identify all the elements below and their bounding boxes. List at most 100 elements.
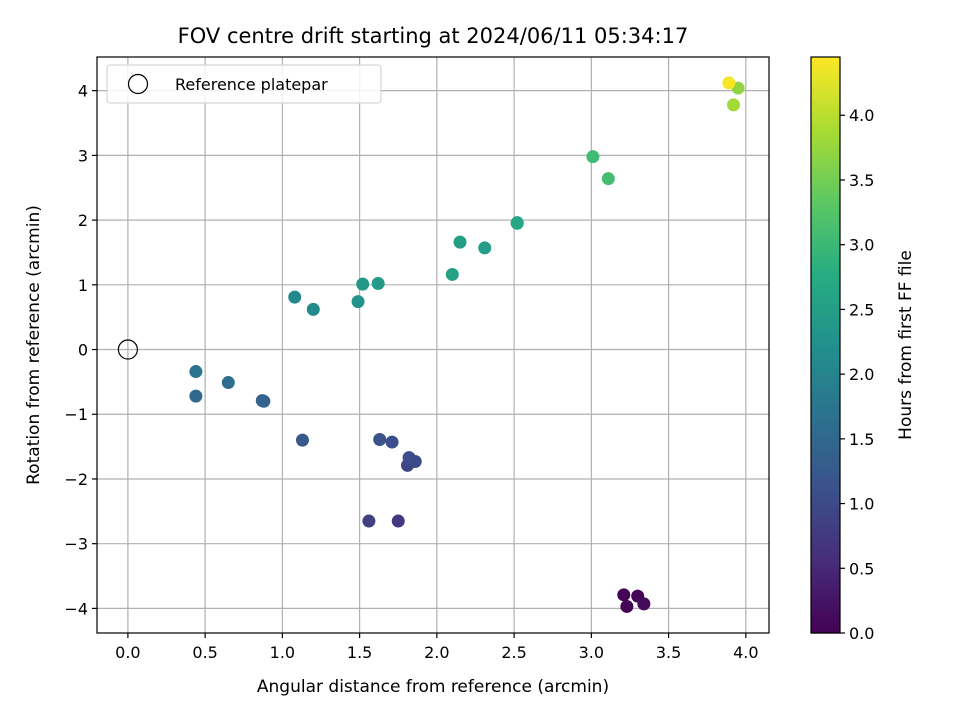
- colorbar-segment: [811, 481, 840, 486]
- data-point: [620, 599, 634, 613]
- reference-marker-layer: [117, 339, 138, 360]
- colorbar-segment: [811, 453, 840, 458]
- colorbar-segment: [811, 525, 840, 530]
- colorbar-segment: [811, 137, 840, 142]
- x-tick-label: 0.5: [192, 643, 217, 662]
- data-points: [189, 76, 745, 613]
- colorbar-segment: [811, 173, 840, 178]
- colorbar-segment: [811, 337, 840, 342]
- y-axis: −4 −3 −2 −1 0 1 2 3 4: [64, 82, 97, 618]
- colorbar-segment: [811, 369, 840, 374]
- colorbar-segment: [811, 349, 840, 354]
- colorbar-segment: [811, 429, 840, 434]
- x-tick-label: 0.0: [115, 643, 140, 662]
- data-point: [726, 98, 740, 112]
- colorbar-segment: [811, 589, 840, 594]
- colorbar-segment: [811, 625, 840, 630]
- colorbar-segment: [811, 105, 840, 110]
- x-axis: 0.0 0.5 1.0 1.5 2.0 2.5 3.0 3.5 4.0: [115, 633, 759, 662]
- colorbar-segment: [811, 401, 840, 406]
- y-tick-label: −2: [64, 470, 88, 489]
- colorbar-segment: [811, 465, 840, 470]
- colorbar-segment: [811, 489, 840, 494]
- data-point: [402, 451, 416, 465]
- colorbar-tick-label: 3.0: [849, 236, 874, 255]
- colorbar-segment: [811, 613, 840, 618]
- colorbar-segment: [811, 265, 840, 270]
- colorbar-segment: [811, 517, 840, 522]
- colorbar-segment: [811, 557, 840, 562]
- data-point: [221, 376, 235, 390]
- colorbar-segment: [811, 573, 840, 578]
- plot-frame: [96, 56, 770, 634]
- colorbar-segment: [811, 225, 840, 230]
- colorbar-segment: [811, 77, 840, 82]
- colorbar-segment: [811, 449, 840, 454]
- colorbar-segment: [811, 565, 840, 570]
- y-tick-label: 3: [78, 146, 88, 165]
- colorbar-segment: [811, 237, 840, 242]
- colorbar-segment: [811, 121, 840, 126]
- colorbar-segment: [811, 609, 840, 614]
- colorbar-segment: [811, 473, 840, 478]
- colorbar-segment: [811, 545, 840, 550]
- colorbar-tick-label: 1.5: [849, 430, 874, 449]
- colorbar-segment: [811, 189, 840, 194]
- colorbar-segment: [811, 293, 840, 298]
- colorbar-segment: [811, 317, 840, 322]
- data-point: [373, 432, 387, 446]
- colorbar-segment: [811, 113, 840, 118]
- colorbar-segment: [811, 149, 840, 154]
- colorbar-segment: [811, 257, 840, 262]
- colorbar-segment: [811, 569, 840, 574]
- colorbar-segment: [811, 421, 840, 426]
- colorbar-frame: [810, 56, 841, 634]
- data-point: [478, 241, 492, 255]
- colorbar-segment: [811, 333, 840, 338]
- y-tick-label: 1: [78, 276, 88, 295]
- colorbar-segment: [811, 389, 840, 394]
- colorbar-segment: [811, 605, 840, 610]
- colorbar-segment: [811, 269, 840, 274]
- colorbar-segment: [811, 125, 840, 130]
- colorbar-segment: [811, 457, 840, 462]
- colorbar-segment: [811, 541, 840, 546]
- colorbar-segment: [811, 301, 840, 306]
- colorbar-segment: [811, 537, 840, 542]
- colorbar-segment: [811, 397, 840, 402]
- colorbar-segment: [811, 197, 840, 202]
- data-point: [586, 150, 600, 164]
- x-tick-label: 2.5: [501, 643, 526, 662]
- reference-platepar-marker: [117, 339, 138, 360]
- colorbar-segment: [811, 329, 840, 334]
- x-tick-label: 3.0: [579, 643, 604, 662]
- colorbar-segment: [811, 529, 840, 534]
- colorbar-segment: [811, 417, 840, 422]
- colorbar-segment: [811, 101, 840, 106]
- data-point: [510, 216, 524, 230]
- colorbar-segment: [811, 93, 840, 98]
- colorbar-segment: [811, 513, 840, 518]
- colorbar-segment: [811, 477, 840, 482]
- colorbar-segment: [811, 405, 840, 410]
- data-point: [391, 514, 405, 528]
- colorbar-segment: [811, 325, 840, 330]
- colorbar-segment: [811, 445, 840, 450]
- colorbar-segment: [811, 165, 840, 170]
- colorbar-tick-label: 0.5: [849, 559, 874, 578]
- colorbar-segment: [811, 505, 840, 510]
- colorbar-segment: [811, 353, 840, 358]
- y-tick-label: 4: [78, 82, 88, 101]
- colorbar-segment: [811, 209, 840, 214]
- colorbar-segment: [811, 201, 840, 206]
- colorbar-segment: [811, 161, 840, 166]
- colorbar-segment: [811, 109, 840, 114]
- colorbar-segment: [811, 205, 840, 210]
- colorbar-segment: [811, 141, 840, 146]
- colorbar-segment: [811, 169, 840, 174]
- data-point: [453, 235, 467, 249]
- colorbar-segment: [811, 221, 840, 226]
- colorbar-segment: [811, 273, 840, 278]
- colorbar-segment: [811, 585, 840, 590]
- x-axis-label: Angular distance from reference (arcmin): [257, 677, 609, 697]
